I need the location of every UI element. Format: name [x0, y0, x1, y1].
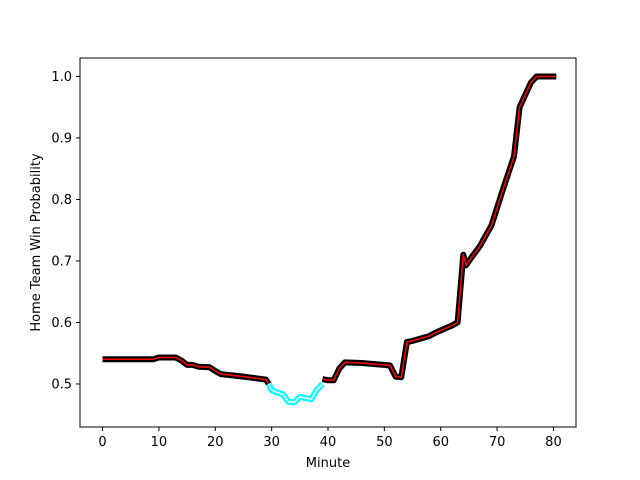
y-tick-label: 0.8 [51, 193, 72, 208]
x-tick-label: 30 [263, 435, 280, 450]
series-line-0 [102, 356, 270, 385]
x-tick-label: 50 [376, 435, 393, 450]
y-axis-label: Home Team Win Probability [29, 153, 44, 332]
x-tick-label: 70 [489, 435, 506, 450]
x-tick-label: 40 [320, 435, 337, 450]
y-tick-label: 0.7 [51, 254, 72, 269]
y-tick-label: 0.5 [51, 377, 72, 392]
x-tick-label: 20 [207, 435, 224, 450]
x-tick-label: 60 [432, 435, 449, 450]
x-tick-label: 10 [151, 435, 168, 450]
y-tick-label: 1.0 [51, 70, 72, 85]
series-line-2 [322, 75, 557, 382]
y-tick-label: 0.9 [51, 131, 72, 146]
axes-frame [79, 57, 577, 428]
series-layer [102, 73, 557, 406]
x-axis-label: Minute [306, 456, 350, 471]
x-tick-label: 80 [545, 435, 562, 450]
series-line-1 [268, 383, 323, 404]
y-tick-label: 0.6 [51, 316, 72, 331]
ticks-layer: 0 10 20 30 40 50 60 70 80 0.5 0.6 0.7 0.8 0.9 1.0 [51, 70, 561, 450]
x-tick-label: 0 [98, 435, 106, 450]
